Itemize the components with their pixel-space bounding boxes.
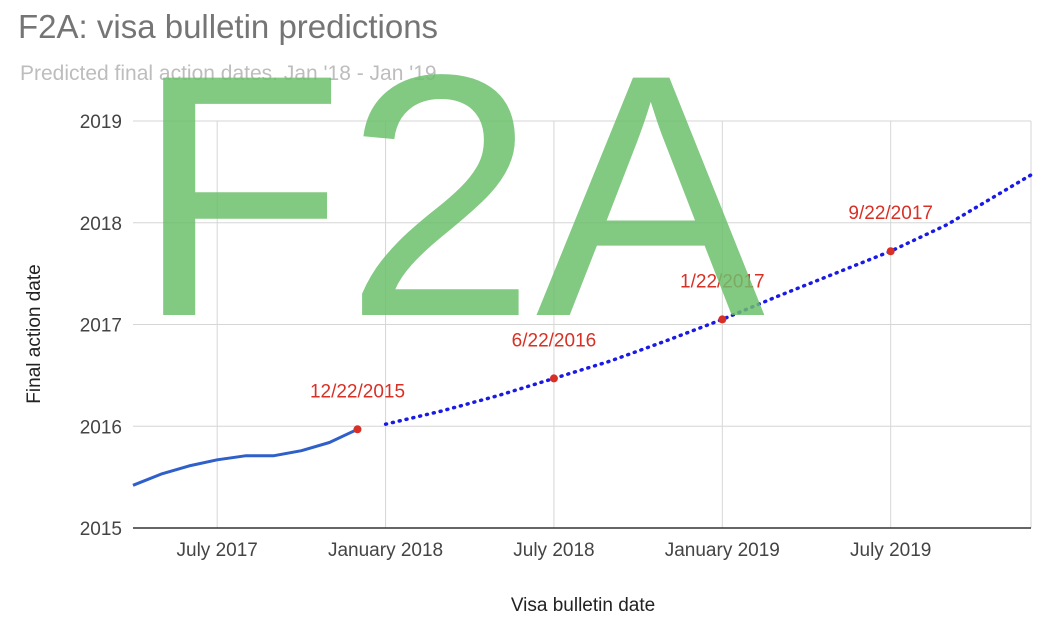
data-label: 1/22/2017 [680, 271, 765, 292]
data-label: 9/22/2017 [848, 203, 933, 224]
data-point [353, 425, 362, 434]
x-axis-title: Visa bulletin date [511, 595, 655, 616]
x-tick-label: January 2018 [328, 540, 443, 561]
y-tick-label: 2017 [80, 316, 122, 337]
y-axis-title: Final action date [24, 264, 45, 403]
x-tick-label: July 2017 [177, 540, 258, 561]
y-tick-label: 2015 [80, 519, 122, 540]
y-tick-label: 2019 [80, 112, 122, 133]
data-point [886, 247, 895, 256]
chart-subtitle: Predicted final action dates. Jan '18 - … [20, 62, 437, 85]
predicted-series-line [383, 173, 1033, 426]
data-point [549, 374, 558, 383]
data-point [718, 315, 727, 324]
x-tick-label: July 2018 [513, 540, 594, 561]
watermark-text: F2A [135, 4, 767, 389]
x-tick-label: July 2019 [850, 540, 931, 561]
data-label: 6/22/2016 [512, 330, 597, 351]
data-label: 12/22/2015 [310, 381, 405, 402]
x-tick-label: January 2019 [665, 540, 780, 561]
chart-title: F2A: visa bulletin predictions [18, 8, 439, 45]
actual-series-line [132, 427, 359, 487]
y-tick-label: 2018 [80, 214, 122, 235]
y-tick-label: 2016 [80, 417, 122, 438]
